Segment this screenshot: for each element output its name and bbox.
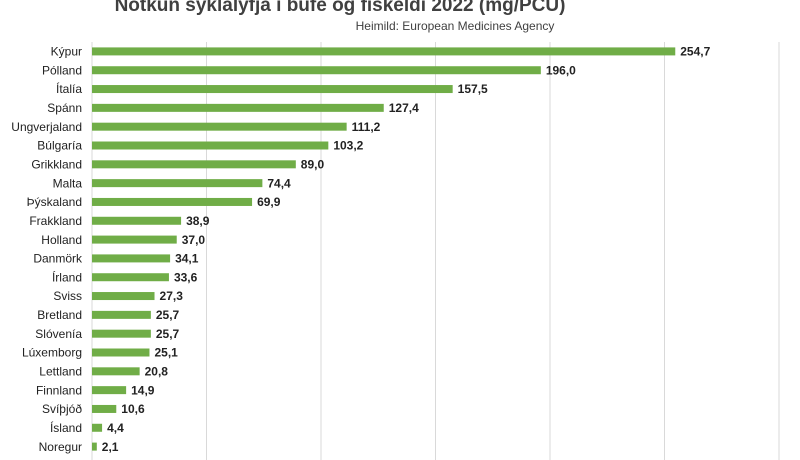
- value-label: 27,3: [160, 289, 184, 303]
- category-label: Malta: [53, 176, 83, 190]
- category-label: Sviss: [53, 289, 82, 303]
- value-label: 4,4: [107, 421, 124, 435]
- bar: [92, 160, 296, 169]
- bar: [92, 85, 453, 94]
- value-label: 25,7: [156, 308, 180, 322]
- value-label: 196,0: [546, 63, 576, 77]
- bar: [92, 367, 140, 376]
- value-label: 25,7: [156, 327, 180, 341]
- value-label: 10,6: [121, 402, 145, 416]
- category-label: Ísland: [50, 420, 82, 435]
- bar: [92, 47, 676, 56]
- value-label: 74,4: [267, 176, 291, 190]
- category-label: Svíþjóð: [42, 402, 82, 416]
- chart-subtitle: Heimild: European Medicines Agency: [356, 19, 555, 33]
- category-label: Ungverjaland: [11, 120, 82, 134]
- category-label: Lettland: [39, 364, 82, 378]
- bar: [92, 423, 103, 432]
- value-label: 111,2: [352, 120, 381, 134]
- category-label: Slóvenía: [35, 327, 82, 341]
- category-label: Írland: [52, 269, 82, 284]
- bar: [92, 235, 177, 244]
- category-label: Lúxemborg: [22, 346, 82, 360]
- value-label: 34,1: [175, 252, 199, 266]
- bar: [92, 66, 541, 75]
- category-label: Pólland: [42, 63, 82, 77]
- bar: [92, 404, 117, 413]
- value-label: 69,9: [257, 195, 281, 209]
- category-label: Grikkland: [31, 157, 82, 171]
- category-label: Ítalía: [56, 81, 82, 96]
- category-label: Bretland: [37, 308, 82, 322]
- value-label: 157,5: [458, 82, 488, 96]
- category-label: Frakkland: [29, 214, 82, 228]
- category-label: Noregur: [39, 440, 82, 454]
- value-label: 33,6: [174, 270, 198, 284]
- category-label: Spánn: [47, 101, 82, 115]
- bar: [92, 197, 253, 206]
- value-label: 127,4: [389, 101, 419, 115]
- category-label: Búlgaría: [37, 139, 82, 153]
- bar: [92, 292, 155, 301]
- value-label: 14,9: [131, 383, 155, 397]
- bar: [92, 273, 169, 282]
- category-label: Kýpur: [51, 45, 82, 59]
- bar: [92, 179, 263, 188]
- value-label: 25,1: [154, 346, 178, 360]
- value-label: 103,2: [333, 139, 363, 153]
- category-label: Þýskaland: [27, 195, 82, 209]
- category-label: Holland: [41, 233, 82, 247]
- bar: [92, 329, 151, 338]
- bar: [92, 442, 97, 451]
- bar: [92, 103, 384, 112]
- value-label: 37,0: [182, 233, 206, 247]
- bar: [92, 386, 127, 395]
- bar: [92, 310, 151, 319]
- chart-title: Notkun sýklalyfja í búfé og fiskeldi 202…: [115, 0, 566, 16]
- bar: [92, 122, 347, 131]
- value-label: 38,9: [186, 214, 210, 228]
- category-label: Danmörk: [33, 252, 83, 266]
- value-label: 254,7: [680, 45, 710, 59]
- bar: [92, 141, 329, 150]
- bar: [92, 254, 171, 263]
- value-label: 89,0: [301, 157, 325, 171]
- value-label: 20,8: [145, 364, 169, 378]
- bar: [92, 216, 182, 225]
- category-label: Finnland: [36, 383, 82, 397]
- value-label: 2,1: [102, 440, 119, 454]
- bar: [92, 348, 150, 357]
